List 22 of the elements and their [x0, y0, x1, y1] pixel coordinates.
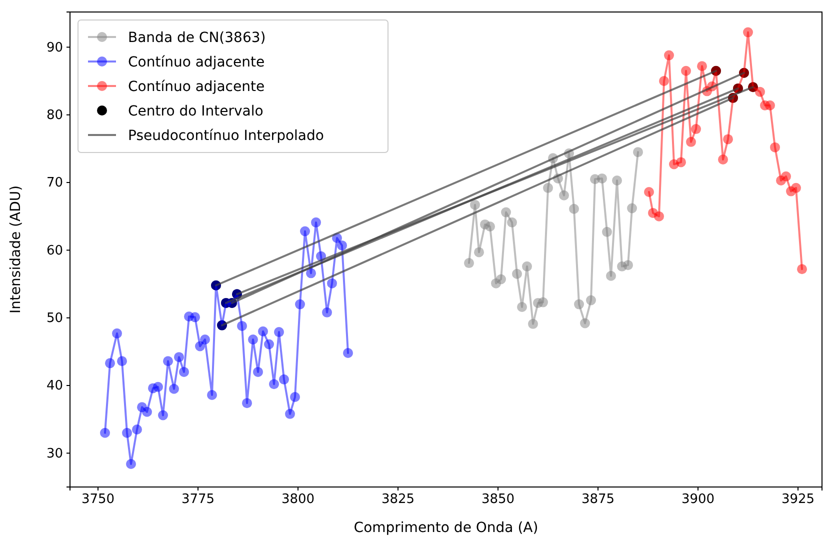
y-tick-label: 60 [46, 243, 63, 258]
legend-label: Centro do Intervalo [128, 104, 264, 120]
x-tick-label: 3900 [681, 492, 715, 508]
x-tick-label: 3800 [281, 492, 315, 508]
legend-label: Pseudocontínuo Interpolado [128, 128, 324, 144]
x-tick-label: 3875 [581, 492, 615, 508]
y-tick-label: 80 [46, 108, 63, 124]
y-tick-label: 50 [46, 311, 63, 326]
y-tick-label: 40 [46, 378, 63, 394]
x-tick-label: 3750 [81, 492, 115, 508]
x-tick-label: 3925 [781, 492, 815, 508]
y-tick-label: 30 [46, 446, 63, 462]
x-tick-label: 3850 [481, 492, 515, 508]
legend-label: Contínuo adjacente [128, 79, 265, 95]
x-tick-label: 3825 [381, 492, 415, 508]
x-axis-title: Comprimento de Onda (A) [354, 520, 538, 536]
y-tick-label: 90 [46, 40, 63, 56]
legend-label: Contínuo adjacente [128, 54, 265, 70]
y-axis-title: Intensidade (ADU) [8, 185, 24, 314]
legend-label: Banda de CN(3863) [128, 30, 266, 46]
x-tick-label: 3775 [181, 492, 215, 508]
y-tick-label: 70 [46, 176, 63, 191]
